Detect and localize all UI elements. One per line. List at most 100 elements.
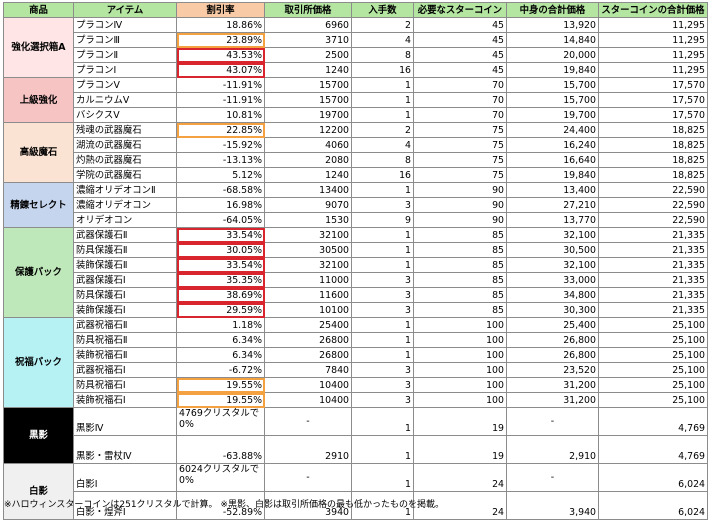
table-row: 装飾祝福石Ⅰ 19.55% 10400 3 100 31,200 25,100 — [4, 392, 708, 408]
quantity-cell: 1 — [351, 107, 414, 123]
discount-cell: 16.98% — [176, 197, 265, 213]
table-row: 防具祝福石Ⅰ 19.55% 10400 3 100 31,200 25,100 — [4, 377, 708, 393]
exchange-price-cell: 1240 — [264, 167, 352, 183]
exchange-price-cell: 25400 — [264, 317, 352, 333]
required-coins-cell: 85 — [413, 287, 507, 303]
discount-cell: -13.13% — [176, 152, 265, 168]
table-row: 黒影・雷杖Ⅳ -63.88% 2910 1 19 2,910 4,769 — [4, 435, 708, 464]
quantity-cell: 9 — [351, 212, 414, 228]
item-name-cell: プラコンⅤ — [73, 77, 177, 93]
discount-cell: 33.54% — [176, 227, 265, 243]
item-name-cell: 装飾保護石Ⅱ — [73, 257, 177, 273]
discount-cell: 38.69% — [176, 287, 265, 303]
quantity-cell: 1 — [351, 332, 414, 348]
content-total-cell: 19,840 — [506, 167, 599, 183]
content-total-cell: 13,920 — [506, 17, 599, 33]
table-row: 装飾祝福石Ⅱ 6.34% 26800 1 100 26,800 25,100 — [4, 347, 708, 363]
exchange-price-cell: 2910 — [264, 435, 352, 464]
quantity-cell: 1 — [351, 227, 414, 243]
table-row: プラコンⅠ 43.07% 1240 16 45 19,840 11,295 — [4, 62, 708, 78]
coin-total-cell: 18,825 — [598, 152, 708, 168]
quantity-cell: 1 — [351, 257, 414, 273]
content-total-cell: 31,200 — [506, 392, 599, 408]
table-row: 装飾保護石Ⅰ 29.59% 10100 3 85 30,300 21,335 — [4, 302, 708, 318]
required-coins-cell: 100 — [413, 362, 507, 378]
item-name-cell: 武器保護石Ⅰ — [73, 272, 177, 288]
required-coins-cell: 75 — [413, 137, 507, 153]
header-row: 商品 アイテム 割引率 取引所価格 入手数 必要なスターコイン 中身の合計価格 … — [3, 2, 708, 18]
quantity-cell: 3 — [351, 197, 414, 213]
coin-total-cell: 21,335 — [598, 257, 708, 273]
content-total-cell: 19,700 — [506, 107, 599, 123]
exchange-price-cell: 30500 — [264, 242, 352, 258]
coin-total-cell: 11,295 — [598, 62, 708, 78]
required-coins-cell: 70 — [413, 77, 507, 93]
item-name-cell: オリデオコン — [73, 212, 177, 228]
header-quantity: 入手数 — [351, 2, 414, 18]
table-row: 白影 白影Ⅰ 6024クリスタルで0% -1 24-6,024 — [3, 463, 708, 520]
quantity-cell: 1 — [351, 435, 414, 464]
coin-total-cell: 25,100 — [598, 362, 708, 378]
table-row: 武器保護石Ⅰ 35.35% 11000 3 85 33,000 21,335 — [4, 272, 708, 288]
header-discount: 割引率 — [176, 2, 265, 18]
discount-cell: 6.34% — [176, 332, 265, 348]
coin-total-cell: 25,100 — [598, 392, 708, 408]
exchange-price-cell: 32100 — [264, 257, 352, 273]
discount-cell: -6.72% — [176, 362, 265, 378]
item-name-cell: プラコンⅢ — [73, 32, 177, 48]
coin-total-cell: 6,024 — [598, 491, 708, 520]
content-total-cell: 32,100 — [506, 257, 599, 273]
category-cell: 高級魔石 — [3, 122, 74, 183]
required-coins-cell: 100 — [413, 317, 507, 333]
discount-cell: -68.58% — [176, 182, 265, 198]
required-coins-cell: 24 — [413, 463, 507, 492]
required-coins-cell: 70 — [413, 107, 507, 123]
exchange-price-cell: 11000 — [264, 272, 352, 288]
discount-cell: 6024クリスタルで0% — [176, 463, 265, 492]
item-name-cell: プラコンⅡ — [73, 47, 177, 63]
discount-cell: -11.91% — [176, 77, 265, 93]
exchange-price-cell: 7840 — [264, 362, 352, 378]
coin-total-cell: 18,825 — [598, 122, 708, 138]
exchange-price-cell: 10400 — [264, 392, 352, 408]
exchange-price-cell: 15700 — [264, 77, 352, 93]
content-total-cell: 15,700 — [506, 77, 599, 93]
discount-cell: 30.05% — [176, 242, 265, 258]
exchange-price-cell: 15700 — [264, 92, 352, 108]
quantity-cell: 1 — [351, 347, 414, 363]
item-name-cell: 濃縮オリデオコンⅡ — [73, 182, 177, 198]
discount-cell: -63.88% — [176, 435, 265, 464]
quantity-cell: 1 — [351, 92, 414, 108]
coin-total-cell: 22,590 — [598, 182, 708, 198]
discount-cell: -11.91% — [176, 92, 265, 108]
item-name-cell: プラコンⅣ — [73, 17, 177, 33]
header-exchange-price: 取引所価格 — [264, 2, 352, 18]
content-total-cell: 19,840 — [506, 62, 599, 78]
exchange-price-cell: 13400 — [264, 182, 352, 198]
table-row: 防具祝福石Ⅱ 6.34% 26800 1 100 26,800 25,100 — [4, 332, 708, 348]
required-coins-cell: 70 — [413, 92, 507, 108]
required-coins-cell: 19 — [413, 435, 507, 464]
item-name-cell: 黒影Ⅳ — [73, 407, 177, 436]
required-coins-cell: 45 — [413, 17, 507, 33]
coin-total-cell: 11,295 — [598, 17, 708, 33]
table-row: 保護パック 武器保護石Ⅱ 33.54% 32100 1 85 32,100 21,335 — [3, 227, 708, 318]
table-row: 黒影 黒影Ⅳ 4769クリスタルで0% -1 19-4,769 — [3, 407, 708, 464]
discount-cell: 4769クリスタルで0% — [176, 407, 265, 436]
content-total-cell: 24,400 — [506, 122, 599, 138]
comparison-sheet: 商品 アイテム 割引率 取引所価格 入手数 必要なスターコイン 中身の合計価格 … — [3, 2, 708, 520]
coin-total-cell: 17,570 — [598, 107, 708, 123]
quantity-cell: 8 — [351, 152, 414, 168]
exchange-price-cell: 3710 — [264, 32, 352, 48]
discount-cell: -15.92% — [176, 137, 265, 153]
discount-cell: 23.89% — [176, 32, 265, 48]
content-total-cell: 30,300 — [506, 302, 599, 318]
header-item: アイテム — [73, 2, 177, 18]
quantity-cell: 1 — [351, 317, 414, 333]
coin-total-cell: 18,825 — [598, 167, 708, 183]
table-row: 防具保護石Ⅱ 30.05% 30500 1 85 30,500 21,335 — [4, 242, 708, 258]
header-category: 商品 — [3, 2, 74, 18]
quantity-cell: 1 — [351, 463, 414, 492]
coin-total-cell: 21,335 — [598, 287, 708, 303]
category-cell: 白影 — [3, 463, 74, 520]
